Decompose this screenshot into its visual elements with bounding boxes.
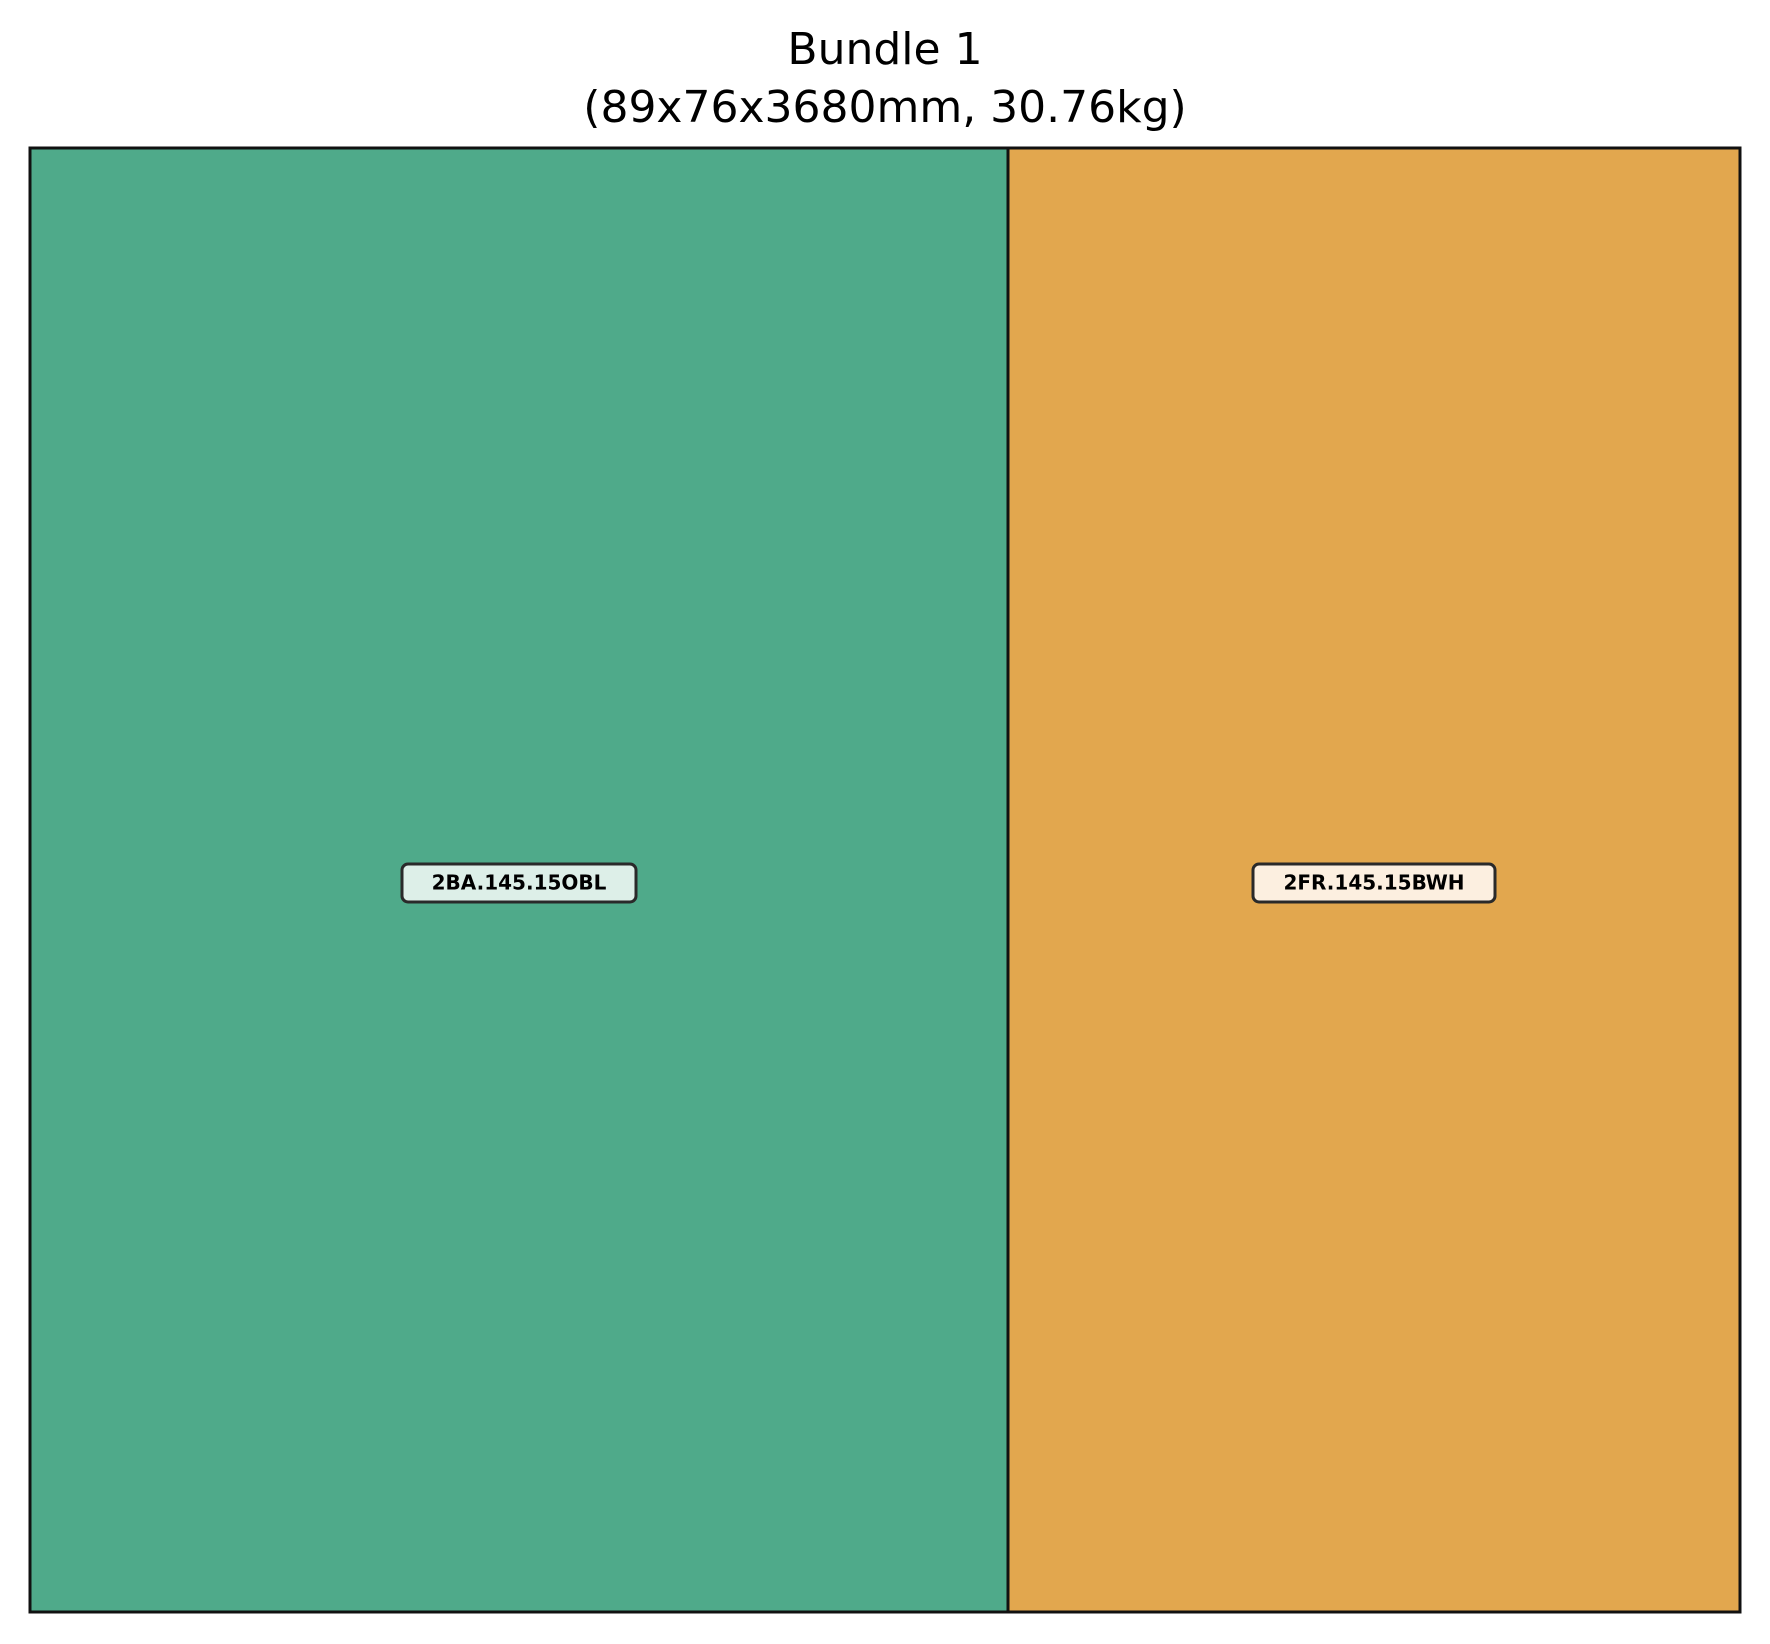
piece-label-text-2: 2FR.145.15BWH [1283, 871, 1464, 895]
diagram-title: Bundle 1 [787, 24, 983, 75]
piece-label-box-2 [1251, 862, 1497, 904]
piece-label-2: 2FR.145.15BWH [1251, 862, 1497, 904]
bundle-outline [28, 146, 1742, 1614]
piece-label-1: 2BA.145.15OBL [400, 862, 638, 904]
piece-label-box-1 [400, 862, 638, 904]
piece-label-text-1: 2BA.145.15OBL [432, 871, 607, 895]
diagram-subtitle: (89x76x3680mm, 30.76kg) [583, 82, 1187, 133]
